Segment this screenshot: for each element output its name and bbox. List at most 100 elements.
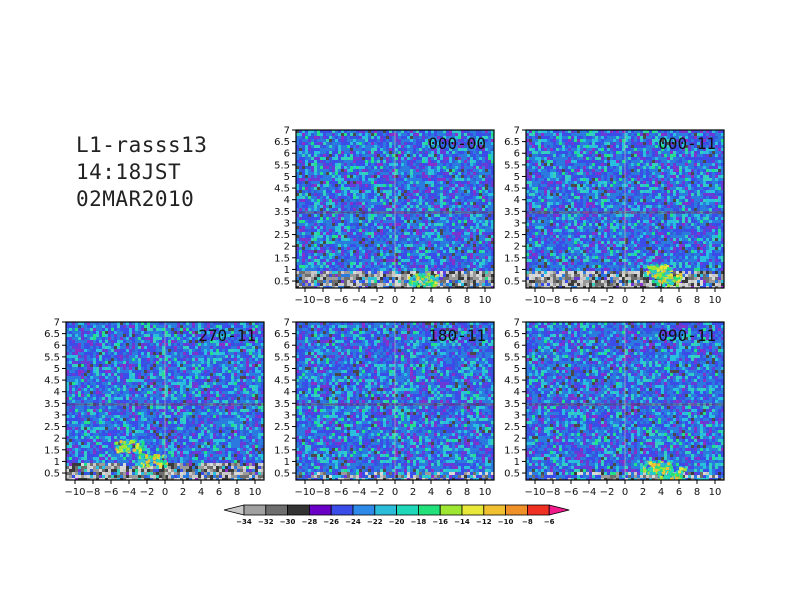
- y-tick-label: 6: [284, 341, 290, 352]
- y-tick-label: 1.5: [504, 253, 520, 264]
- x-tick-label: 4: [658, 487, 664, 498]
- x-tick-label: 10: [709, 487, 722, 498]
- hot-spot-cell: [660, 265, 664, 269]
- hot-spot-cell: [137, 462, 141, 466]
- y-tick-label: 6.5: [274, 137, 290, 148]
- colorbar-label: −26: [323, 518, 339, 526]
- hot-spot-cell: [138, 454, 142, 458]
- x-tick-label: 6: [446, 487, 452, 498]
- hot-spot-cell: [662, 265, 666, 269]
- hot-spot-cell: [682, 477, 686, 480]
- x-tick-label: 4: [658, 295, 664, 306]
- x-tick-label: −2: [600, 295, 615, 306]
- colorbar: −34 −32 −30 −28 −26 −24 −22 −20 −18 −16 −14 −12 −10−…: [223, 504, 570, 526]
- y-tick-label: 4: [514, 387, 520, 398]
- hot-spot-cell: [656, 268, 660, 272]
- hot-spot-cell: [421, 275, 425, 279]
- hot-spot-cell: [156, 461, 160, 465]
- y-tick-label: 5: [514, 172, 520, 183]
- y-tick-label: 2.5: [44, 422, 60, 433]
- y-tick-label: 1: [284, 265, 290, 276]
- hot-spot-cell: [667, 267, 671, 271]
- x-tick-label: 6: [216, 487, 222, 498]
- colorbar-label: −6: [544, 518, 555, 526]
- y-tick-label: 4: [284, 195, 290, 206]
- hot-spot-cell: [417, 273, 421, 277]
- x-tick-label: −6: [334, 487, 349, 498]
- time-label: 14:18JST: [76, 160, 182, 184]
- x-tick-label: 0: [622, 487, 628, 498]
- y-tick-label: 5.5: [274, 160, 290, 171]
- x-tick-label: −8: [316, 295, 331, 306]
- colorbar-label: −14: [454, 518, 470, 526]
- hot-spot-cell: [424, 278, 428, 282]
- hot-spot-cell: [659, 462, 663, 466]
- colorbar-swatch: [417, 504, 441, 516]
- hot-spot-cell: [667, 475, 671, 479]
- hot-spot-cell: [668, 276, 672, 280]
- y-tick-label: 1: [514, 457, 520, 468]
- hot-spot-cell: [415, 273, 419, 277]
- x-tick-label: −8: [546, 487, 561, 498]
- x-tick-label: −2: [370, 295, 385, 306]
- colorbar-label: −16: [432, 518, 448, 526]
- hot-spot-cell: [138, 459, 142, 463]
- hot-spot-cell: [670, 267, 674, 271]
- y-tick-label: 7: [284, 126, 290, 137]
- y-tick-label: 1: [284, 457, 290, 468]
- hot-spot-cell: [653, 280, 657, 284]
- hot-spot-cell: [647, 270, 651, 274]
- x-tick-label: −8: [86, 487, 101, 498]
- hot-spot-cell: [678, 474, 682, 478]
- y-tick-label: 2.5: [504, 422, 520, 433]
- hot-spot-cell: [643, 274, 647, 278]
- hot-spot-cell: [674, 473, 678, 477]
- y-tick-label: 0.5: [274, 277, 290, 288]
- hot-spot-cell: [123, 445, 127, 449]
- hot-spot-cell: [671, 472, 675, 476]
- x-tick-label: −6: [564, 295, 579, 306]
- hot-spot-cell: [652, 461, 656, 465]
- hot-spot-cell: [660, 273, 664, 277]
- hot-spot-cell: [643, 464, 647, 468]
- hot-spot-cell: [154, 453, 158, 457]
- panel-label: 000-11: [658, 134, 716, 153]
- y-tick-label: 2: [284, 434, 290, 445]
- hot-spot-cell: [669, 268, 673, 272]
- hot-spot-cell: [669, 465, 673, 469]
- hot-spot-cell: [644, 264, 648, 268]
- hot-spot-cell: [127, 444, 131, 448]
- y-tick-label: 1: [514, 265, 520, 276]
- y-tick-label: 2: [514, 434, 520, 445]
- hot-spot-cell: [658, 471, 662, 475]
- hot-spot-cell: [118, 446, 122, 450]
- hot-spot-cell: [417, 284, 421, 288]
- hot-spot-cell: [662, 284, 666, 288]
- y-tick-label: 5.5: [504, 352, 520, 363]
- hot-spot-cell: [141, 463, 145, 467]
- x-tick-label: 8: [694, 487, 700, 498]
- hot-spot-cell: [680, 470, 684, 474]
- y-tick-label: 3: [514, 410, 520, 421]
- y-tick-label: 6.5: [504, 329, 520, 340]
- hot-spot-cell: [429, 279, 433, 283]
- hot-spot-cell: [654, 468, 658, 472]
- colorbar-label: −28: [302, 518, 318, 526]
- hot-spot-cell: [665, 465, 669, 469]
- hot-spot-cell: [434, 281, 438, 285]
- colorbar-label: −20: [389, 518, 405, 526]
- hot-spot-cell: [665, 477, 669, 480]
- panel-090-11: 090-11−10 −8 −6 −4 −2 0 2 4 6 8 100.511.522.533.54…: [504, 318, 725, 498]
- hot-spot-cell: [115, 447, 119, 451]
- x-tick-label: 8: [694, 295, 700, 306]
- panel-270-11: 270-11−10 −8 −6 −4 −2 0 2 4 6 8 100.511.522.533.54…: [44, 318, 265, 498]
- x-tick-label: −2: [600, 487, 615, 498]
- x-tick-label: −2: [140, 487, 155, 498]
- hot-spot-cell: [669, 273, 673, 277]
- hot-spot-cell: [653, 274, 657, 278]
- colorbar-swatch: [308, 504, 332, 516]
- hot-spot-cell: [149, 462, 153, 466]
- hot-spot-cell: [138, 439, 142, 443]
- hot-spot-cell: [145, 456, 149, 460]
- hot-spot-cell: [164, 462, 168, 466]
